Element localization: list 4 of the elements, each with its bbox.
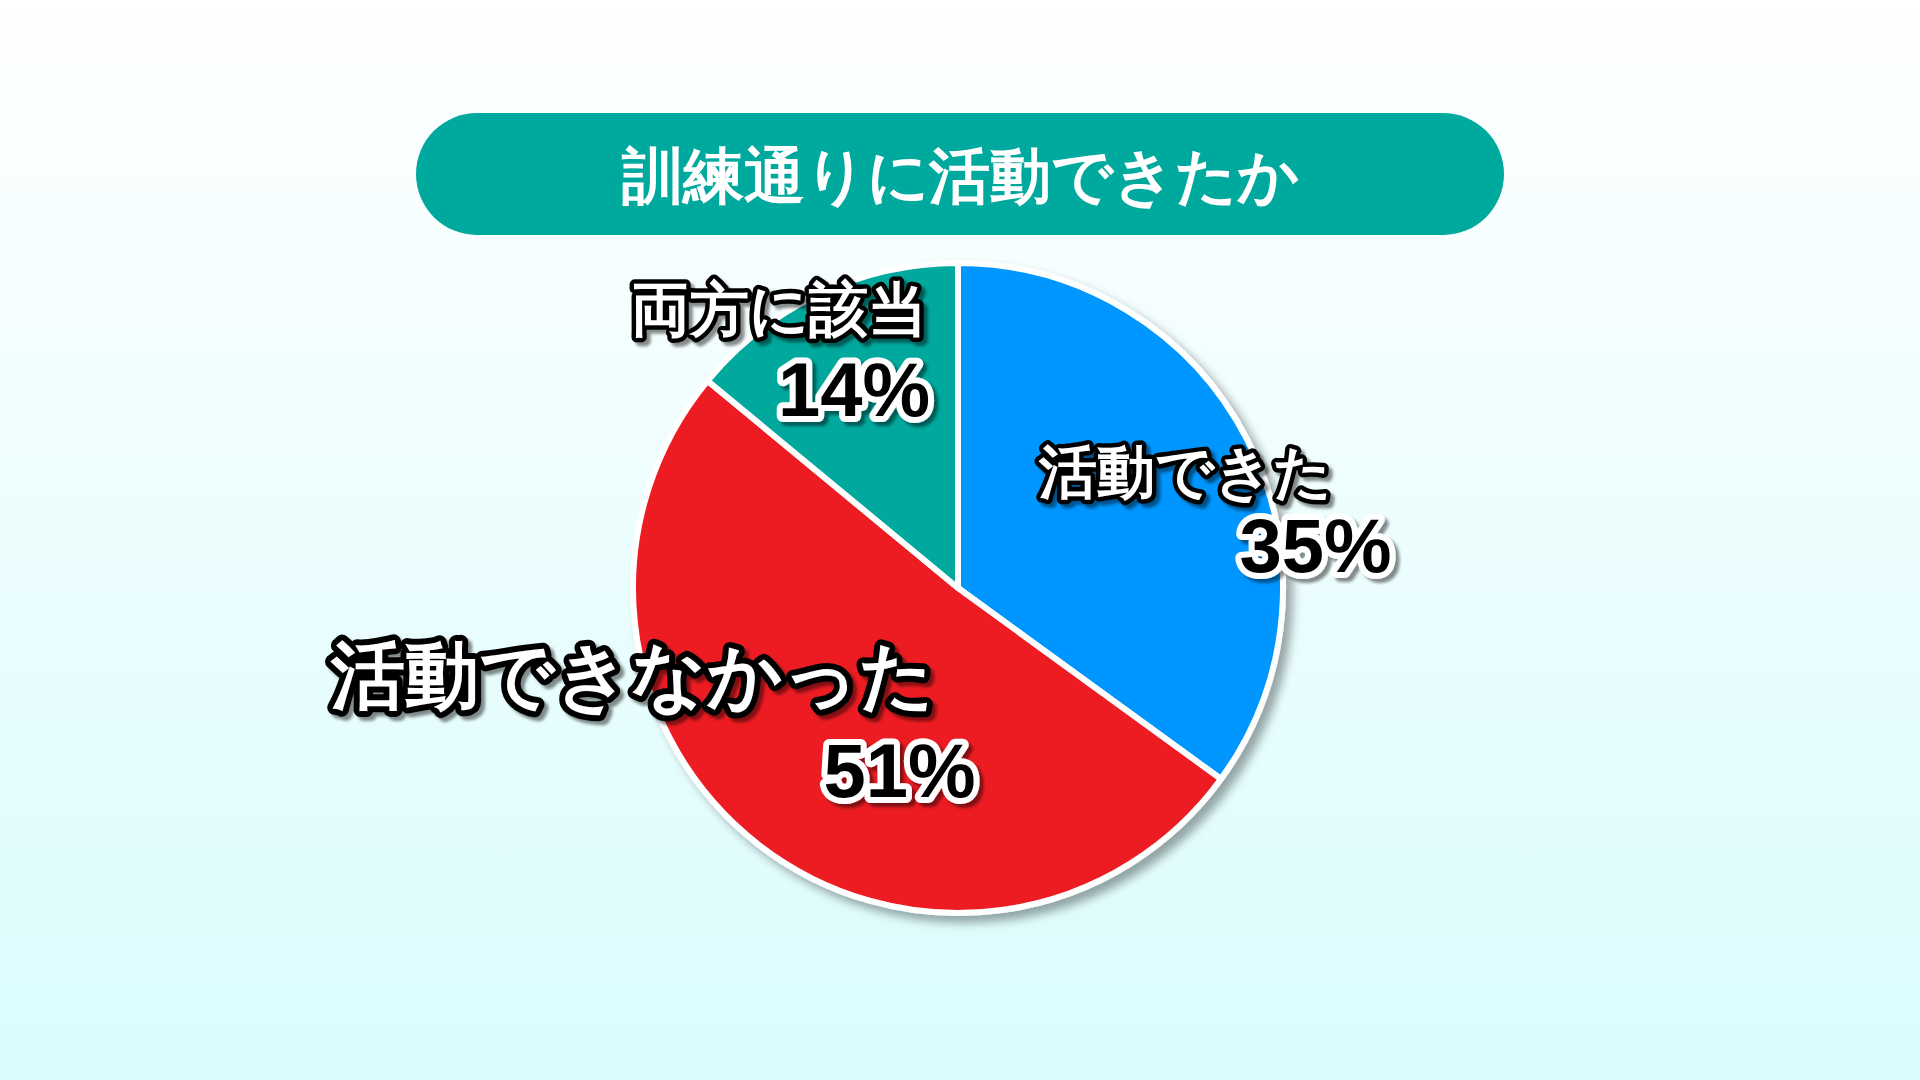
slice-label: 活動できた: [1038, 438, 1332, 504]
title: 訓練通りに活動できたか: [416, 113, 1504, 235]
data-label: 14%: [777, 347, 931, 433]
chart-title: 訓練通りに活動できたか: [620, 142, 1299, 210]
